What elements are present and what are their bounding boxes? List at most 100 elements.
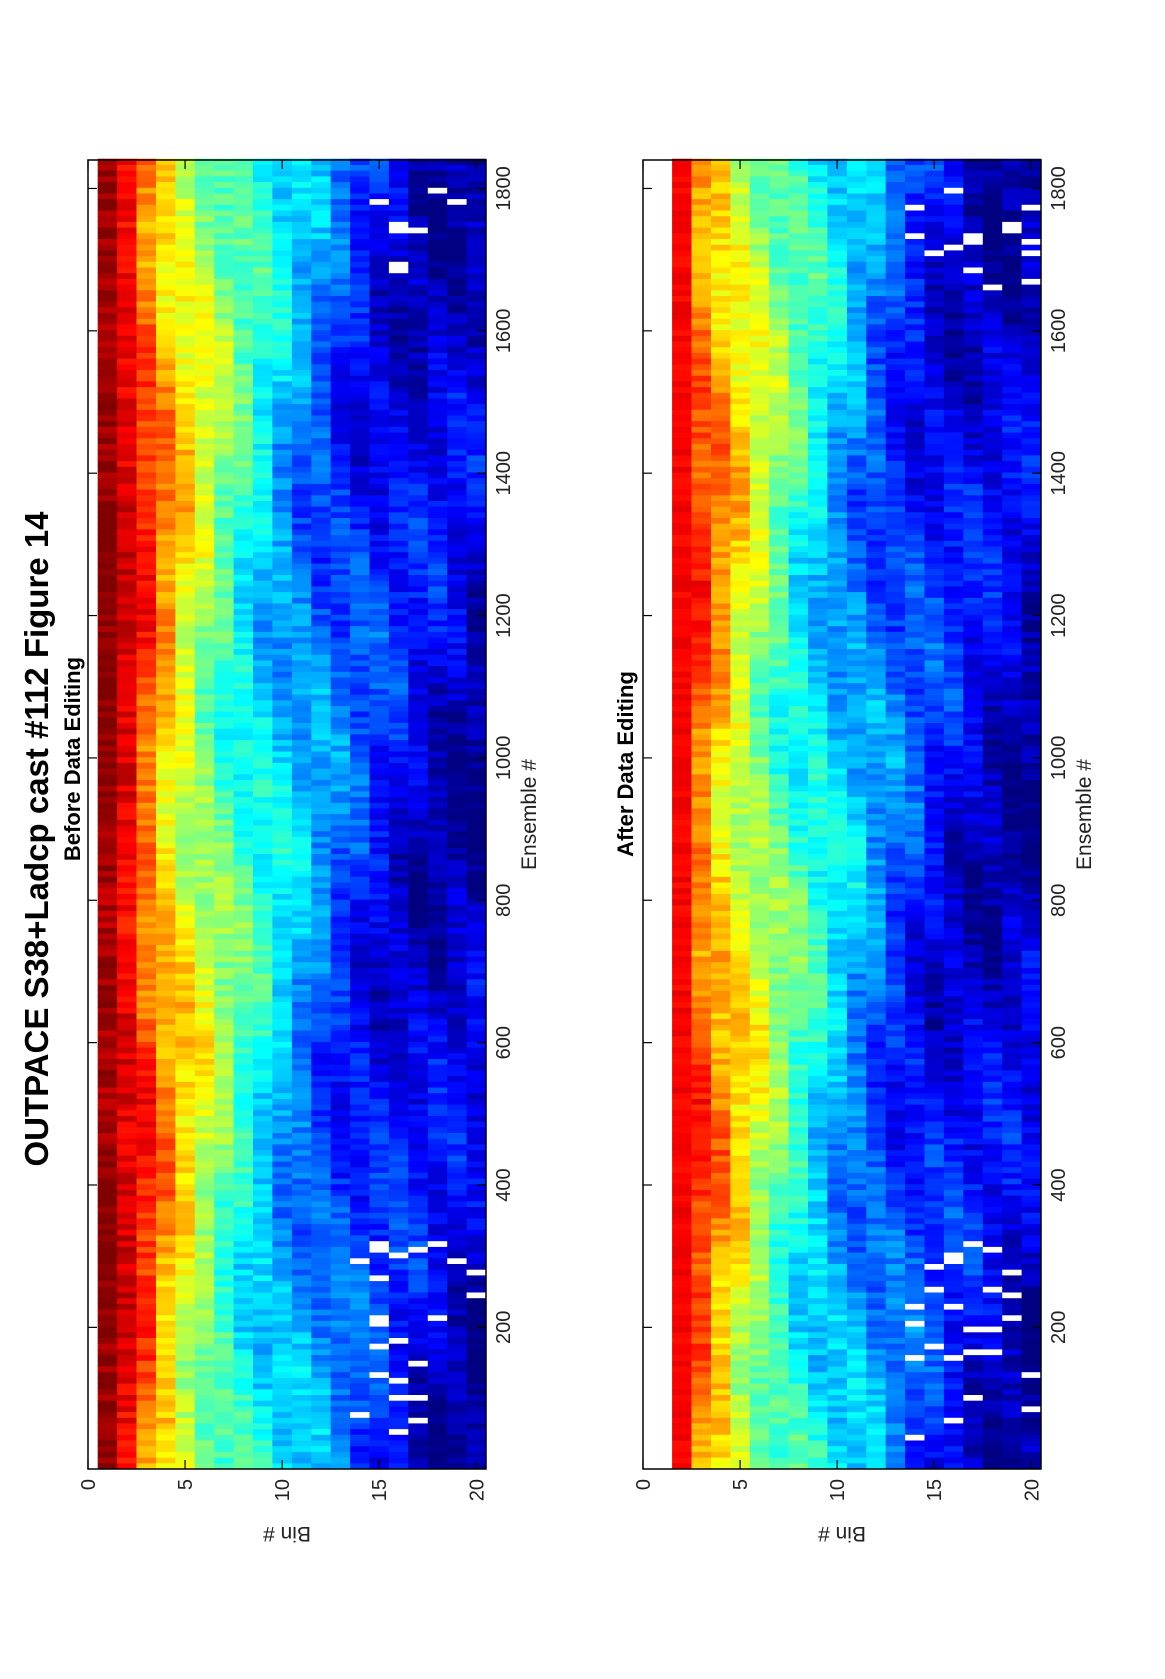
heatmap-cell <box>350 676 370 684</box>
heatmap-cell <box>447 1394 468 1401</box>
heatmap-cell <box>117 739 137 746</box>
heatmap-cell <box>194 198 215 205</box>
heatmap-cell <box>253 779 273 786</box>
heatmap-cell <box>447 591 468 598</box>
heatmap-cell <box>156 671 176 678</box>
heatmap-cell <box>136 1143 157 1151</box>
heatmap-cell <box>272 1428 293 1435</box>
heatmap-cell <box>330 1047 351 1054</box>
heatmap-cell <box>466 619 487 627</box>
heatmap-cell <box>466 1189 487 1196</box>
heatmap-cell <box>330 1314 351 1321</box>
heatmap-cell <box>311 1121 332 1128</box>
panel-before-editing: Before Data Editing 20040060080010001200… <box>60 158 541 1545</box>
heatmap-cell <box>156 523 176 530</box>
heatmap-cell <box>233 944 254 951</box>
heatmap-cell <box>117 1126 137 1133</box>
heatmap-cell <box>291 523 312 530</box>
heatmap-cell <box>330 1081 351 1088</box>
heatmap-cell <box>117 1058 137 1065</box>
heatmap-cell <box>330 654 351 661</box>
heatmap-cell <box>672 1337 692 1344</box>
heatmap-cell <box>466 1029 487 1037</box>
heatmap-cell <box>427 955 448 963</box>
heatmap-cell <box>369 1326 390 1333</box>
heatmap-cell <box>427 340 448 348</box>
heatmap-cell <box>408 1303 429 1310</box>
heatmap-cell <box>214 1200 235 1208</box>
heatmap-cell <box>350 227 370 234</box>
heatmap-cell <box>136 363 157 370</box>
heatmap-cell <box>311 1320 332 1327</box>
heatmap-cell <box>388 1195 409 1202</box>
heatmap-cell <box>330 1183 351 1190</box>
heatmap-cell <box>253 506 273 513</box>
heatmap-cell <box>466 955 487 963</box>
heatmap-cell <box>691 904 712 911</box>
heatmap-cell <box>97 1149 118 1156</box>
heatmap-cell <box>194 358 215 365</box>
heatmap-cell <box>408 335 429 342</box>
heatmap-cell <box>672 1012 692 1020</box>
heatmap-cell <box>272 369 293 376</box>
heatmap-cell <box>388 209 409 217</box>
heatmap-cell <box>330 187 351 194</box>
heatmap-cell <box>117 745 137 752</box>
heatmap-cell <box>447 682 468 689</box>
heatmap-cell <box>253 961 273 968</box>
heatmap-cell <box>466 790 487 798</box>
heatmap-cell <box>194 1217 215 1225</box>
heatmap-cell <box>447 1183 468 1190</box>
heatmap-cell <box>311 1246 332 1253</box>
heatmap-cell <box>253 654 273 661</box>
heatmap-cell <box>156 1252 176 1259</box>
heatmap-cell <box>388 329 409 336</box>
heatmap-cell <box>427 978 448 985</box>
heatmap-cell <box>117 1400 137 1407</box>
heatmap-cell <box>408 1138 429 1145</box>
heatmap-cell <box>369 665 390 672</box>
heatmap-cell <box>214 221 235 228</box>
heatmap-cell <box>136 312 157 319</box>
heatmap-cell <box>233 756 254 763</box>
heatmap-cell <box>233 864 254 872</box>
heatmap-cell <box>233 1451 254 1458</box>
heatmap-cell <box>408 1337 429 1344</box>
heatmap-cell <box>672 694 692 701</box>
heatmap-cell <box>156 1348 176 1356</box>
heatmap-cell <box>672 1434 692 1441</box>
heatmap-cell <box>272 688 293 695</box>
heatmap-cell <box>330 853 351 860</box>
heatmap-cell <box>156 1155 176 1162</box>
rotated-figure: OUTPACE S38+Ladcp cast #112 Figure 14 Be… <box>18 158 1096 1545</box>
heatmap-cell <box>388 358 409 365</box>
heatmap-cell <box>408 568 429 575</box>
heatmap-cell <box>291 910 312 917</box>
heatmap-cell <box>97 534 118 541</box>
heatmap-cell <box>330 676 351 684</box>
heatmap-cell <box>369 1217 390 1225</box>
heatmap-cell <box>214 887 235 894</box>
heatmap-cell <box>117 676 137 684</box>
heatmap-cell <box>408 1320 429 1327</box>
heatmap-cell <box>175 711 196 718</box>
heatmap-cell <box>233 705 254 712</box>
heatmap-cell <box>272 665 293 672</box>
panel-subtitle-before: Before Data Editing <box>60 657 85 861</box>
heatmap-cell <box>369 1428 390 1435</box>
heatmap-cell <box>466 716 487 723</box>
heatmap-cell <box>466 545 487 553</box>
heatmap-cell <box>408 745 429 752</box>
heatmap-cell <box>691 1183 712 1190</box>
heatmap-cell <box>117 506 137 513</box>
heatmap-cell <box>388 392 409 399</box>
heatmap-cell <box>447 386 468 393</box>
heatmap-cell <box>369 1143 390 1151</box>
heatmap-cell <box>408 181 429 188</box>
heatmap-cell <box>194 295 215 302</box>
heatmap-cell <box>156 938 176 946</box>
heatmap-cell <box>350 1383 370 1390</box>
heatmap-cell <box>408 619 429 627</box>
heatmap-cell <box>369 181 390 188</box>
heatmap-cell <box>350 802 370 809</box>
